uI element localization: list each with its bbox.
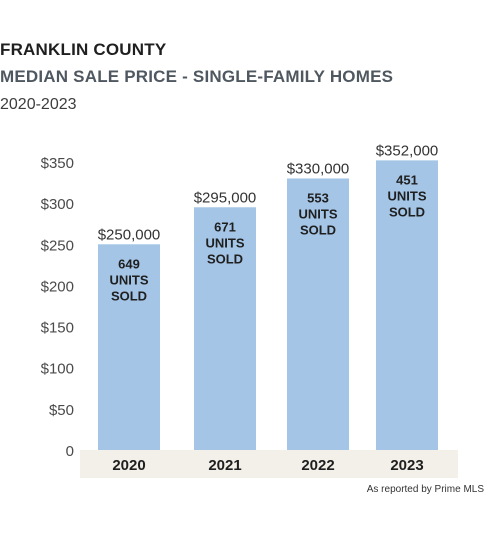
y-tick-label: $300 bbox=[41, 196, 74, 213]
units-sold-count: 649 bbox=[118, 256, 140, 271]
units-sold-count: 671 bbox=[214, 219, 236, 234]
bar-value-label: $250,000 bbox=[98, 226, 161, 243]
chart-period: 2020-2023 bbox=[0, 96, 77, 113]
source-note: As reported by Prime MLS bbox=[366, 484, 484, 495]
chart-title: FRANKLIN COUNTY bbox=[0, 40, 167, 59]
units-sold-caption: UNITS bbox=[388, 188, 427, 203]
units-sold-caption: SOLD bbox=[207, 251, 243, 266]
units-sold-count: 553 bbox=[307, 190, 329, 205]
units-sold-caption: UNITS bbox=[299, 206, 338, 221]
bar-value-label: $330,000 bbox=[287, 160, 350, 177]
x-tick-label: 2022 bbox=[301, 457, 334, 474]
units-sold-caption: UNITS bbox=[206, 235, 245, 250]
y-tick-label: $200 bbox=[41, 278, 74, 295]
x-axis-band bbox=[80, 450, 458, 478]
x-tick-label: 2020 bbox=[112, 457, 145, 474]
y-tick-label: $150 bbox=[41, 320, 74, 337]
units-sold-count: 451 bbox=[396, 172, 418, 187]
bar-value-label: $352,000 bbox=[376, 142, 439, 159]
y-tick-label: $50 bbox=[49, 402, 74, 419]
x-tick-label: 2021 bbox=[208, 457, 241, 474]
y-tick-label: $250 bbox=[41, 237, 74, 254]
bar-value-label: $295,000 bbox=[194, 189, 257, 206]
x-tick-label: 2023 bbox=[390, 457, 423, 474]
bar bbox=[376, 160, 438, 450]
units-sold-caption: UNITS bbox=[110, 272, 149, 287]
y-tick-label: 0 bbox=[66, 443, 74, 460]
y-tick-label: $100 bbox=[41, 361, 74, 378]
chart-subtitle: MEDIAN SALE PRICE - SINGLE-FAMILY HOMES bbox=[0, 67, 394, 86]
bar bbox=[98, 244, 160, 450]
bar bbox=[194, 207, 256, 450]
bar bbox=[287, 178, 349, 450]
units-sold-caption: SOLD bbox=[300, 222, 336, 237]
units-sold-caption: SOLD bbox=[389, 204, 425, 219]
y-tick-label: $350 bbox=[41, 155, 74, 172]
units-sold-caption: SOLD bbox=[111, 288, 147, 303]
